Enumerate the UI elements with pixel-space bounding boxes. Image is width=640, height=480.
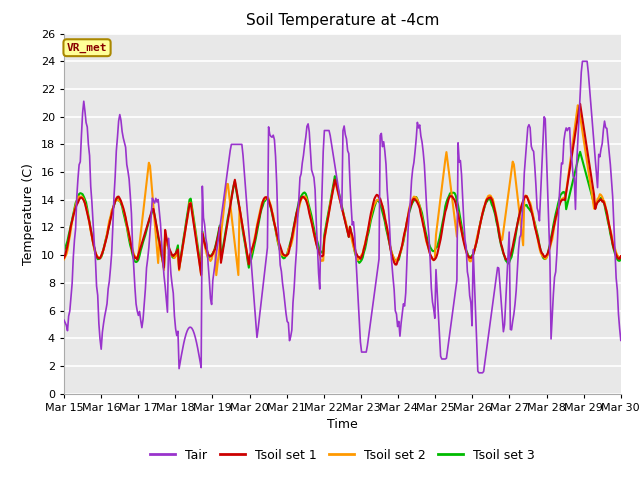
Tair bbox=[475, 370, 483, 376]
Line: Tsoil set 3: Tsoil set 3 bbox=[64, 152, 621, 271]
Tsoil set 1 bbox=[234, 198, 242, 204]
Tsoil set 1 bbox=[296, 198, 304, 204]
Tsoil set 1 bbox=[567, 160, 575, 166]
Tair bbox=[295, 196, 303, 202]
Tsoil set 2 bbox=[399, 237, 407, 242]
Tsoil set 1 bbox=[197, 272, 205, 277]
Line: Tsoil set 1: Tsoil set 1 bbox=[64, 104, 621, 275]
Tsoil set 3 bbox=[197, 268, 205, 274]
Tsoil set 3 bbox=[470, 247, 478, 253]
Tsoil set 2 bbox=[234, 272, 242, 278]
Tair bbox=[579, 59, 586, 64]
Tsoil set 2 bbox=[60, 256, 68, 262]
Tsoil set 3 bbox=[234, 200, 242, 205]
Tsoil set 2 bbox=[574, 102, 582, 108]
Tsoil set 1 bbox=[617, 253, 625, 259]
Tsoil set 2 bbox=[373, 198, 381, 204]
Tair bbox=[234, 142, 241, 147]
Tsoil set 1 bbox=[470, 248, 478, 254]
Tair bbox=[399, 311, 406, 317]
Tair bbox=[617, 337, 625, 343]
Tsoil set 1 bbox=[60, 255, 68, 261]
Tsoil set 3 bbox=[617, 256, 625, 262]
Tsoil set 2 bbox=[567, 155, 575, 160]
Tsoil set 1 bbox=[399, 235, 407, 241]
Tsoil set 2 bbox=[470, 247, 478, 252]
Tair bbox=[567, 149, 575, 155]
Tair bbox=[372, 282, 380, 288]
Tsoil set 3 bbox=[60, 248, 68, 254]
Tsoil set 3 bbox=[567, 187, 575, 192]
Tsoil set 1 bbox=[373, 192, 381, 198]
Tsoil set 3 bbox=[576, 149, 584, 155]
Line: Tair: Tair bbox=[64, 61, 621, 373]
Tsoil set 3 bbox=[296, 195, 304, 201]
Tsoil set 3 bbox=[373, 198, 381, 204]
Tair bbox=[60, 317, 68, 323]
X-axis label: Time: Time bbox=[327, 418, 358, 431]
Tsoil set 2 bbox=[617, 253, 625, 259]
Y-axis label: Temperature (C): Temperature (C) bbox=[22, 163, 35, 264]
Tsoil set 3 bbox=[399, 239, 407, 244]
Tsoil set 2 bbox=[296, 201, 304, 206]
Tair bbox=[469, 247, 477, 252]
Tsoil set 2 bbox=[197, 273, 205, 278]
Line: Tsoil set 2: Tsoil set 2 bbox=[64, 105, 621, 276]
Legend: Tair, Tsoil set 1, Tsoil set 2, Tsoil set 3: Tair, Tsoil set 1, Tsoil set 2, Tsoil se… bbox=[145, 444, 540, 467]
Text: VR_met: VR_met bbox=[67, 43, 108, 53]
Tsoil set 1 bbox=[576, 101, 584, 107]
Title: Soil Temperature at -4cm: Soil Temperature at -4cm bbox=[246, 13, 439, 28]
